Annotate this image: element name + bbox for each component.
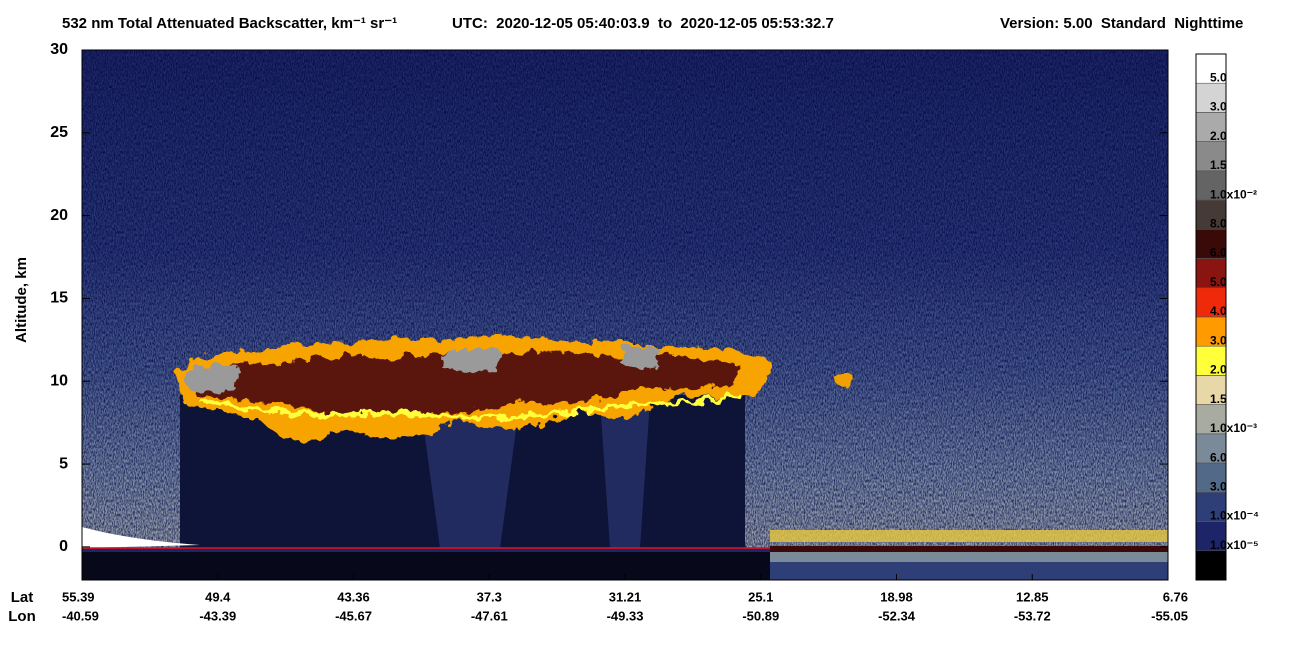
- lat-tick-label: 12.85: [1016, 589, 1049, 604]
- y-tick-label: 10: [50, 372, 68, 389]
- lon-tick-label: -55.05: [1151, 608, 1188, 623]
- backscatter-field: [82, 50, 1168, 580]
- colorbar-frame: [1195, 53, 1227, 581]
- lat-row-label: Lat: [11, 589, 34, 606]
- colorbar-bin: [1195, 141, 1227, 172]
- lat-tick-label: 55.39: [62, 589, 95, 604]
- lat-tick-label: 43.36: [337, 589, 370, 604]
- y-tick-label: 15: [50, 290, 68, 307]
- lat-tick-label: 6.76: [1163, 589, 1188, 604]
- y-axis-label: Altitude, km: [13, 257, 30, 343]
- colorbar-label: 3.0: [1210, 480, 1227, 494]
- colorbar-label: 1.0x10⁻⁴: [1210, 509, 1259, 523]
- lat-tick-label: 37.3: [477, 589, 502, 604]
- colorbar-label: 2.0: [1210, 363, 1227, 377]
- colorbar-label: 8.0: [1210, 217, 1227, 231]
- colorbar-bin: [1195, 258, 1227, 289]
- lon-tick-label: -49.33: [607, 608, 644, 623]
- lon-tick-label: -40.59: [62, 608, 99, 623]
- lat-tick-label: 25.1: [748, 589, 773, 604]
- lat-tick-label: 18.98: [880, 589, 913, 604]
- lat-tick-label: 49.4: [205, 589, 231, 604]
- colorbar-label: 1.0x10⁻²: [1210, 187, 1257, 201]
- colorbar-label: 4.0: [1210, 304, 1227, 318]
- colorbar-label: 3.0: [1210, 100, 1227, 114]
- colorbar-label: 1.5: [1210, 392, 1227, 406]
- y-tick-label: 5: [59, 455, 68, 472]
- colorbar-label: 1.5: [1210, 158, 1227, 172]
- colorbar-label: 1.0x10⁻³: [1210, 421, 1257, 435]
- chart-title: 532 nm Total Attenuated Backscatter, km⁻…: [62, 15, 397, 32]
- lon-row-label: Lon: [8, 608, 36, 625]
- y-tick-label: 20: [50, 207, 68, 224]
- colorbar-bin: [1195, 170, 1227, 201]
- colorbar-bin: [1195, 229, 1227, 259]
- colorbar-label: 6.0: [1210, 246, 1227, 260]
- colorbar-label: 6.0: [1210, 450, 1227, 464]
- lon-tick-label: -52.34: [878, 608, 916, 623]
- version: Version: 5.00 Standard Nighttime: [1000, 15, 1243, 32]
- y-tick-label: 30: [50, 41, 68, 58]
- lat-tick-label: 31.21: [609, 589, 642, 604]
- lon-tick-label: -47.61: [471, 608, 508, 623]
- colorbar-label: 1.0x10⁻⁵: [1210, 538, 1259, 552]
- colorbar-label: 2.0: [1210, 129, 1227, 143]
- lon-tick-label: -50.89: [742, 608, 779, 623]
- y-tick-label: 0: [59, 538, 68, 555]
- colorbar-bin: [1195, 316, 1227, 347]
- colorbar-bin: [1195, 550, 1227, 581]
- colorbar-bin: [1195, 287, 1227, 318]
- colorbar-bin: [1195, 433, 1227, 464]
- colorbar-bin: [1195, 199, 1227, 230]
- colorbar-bin: [1195, 492, 1227, 522]
- y-tick-label: 25: [50, 124, 68, 141]
- colorbar-label: 5.0: [1210, 275, 1227, 289]
- lon-tick-label: -45.67: [335, 608, 372, 623]
- subtitle: UTC: 2020-12-05 05:40:03.9 to 2020-12-05…: [452, 15, 834, 32]
- colorbar-label: 3.0: [1210, 333, 1227, 347]
- colorbar-bin: [1195, 375, 1227, 405]
- colorbar-label: 5.0: [1210, 70, 1227, 84]
- lon-tick-label: -53.72: [1014, 608, 1051, 623]
- lon-tick-label: -43.39: [199, 608, 236, 623]
